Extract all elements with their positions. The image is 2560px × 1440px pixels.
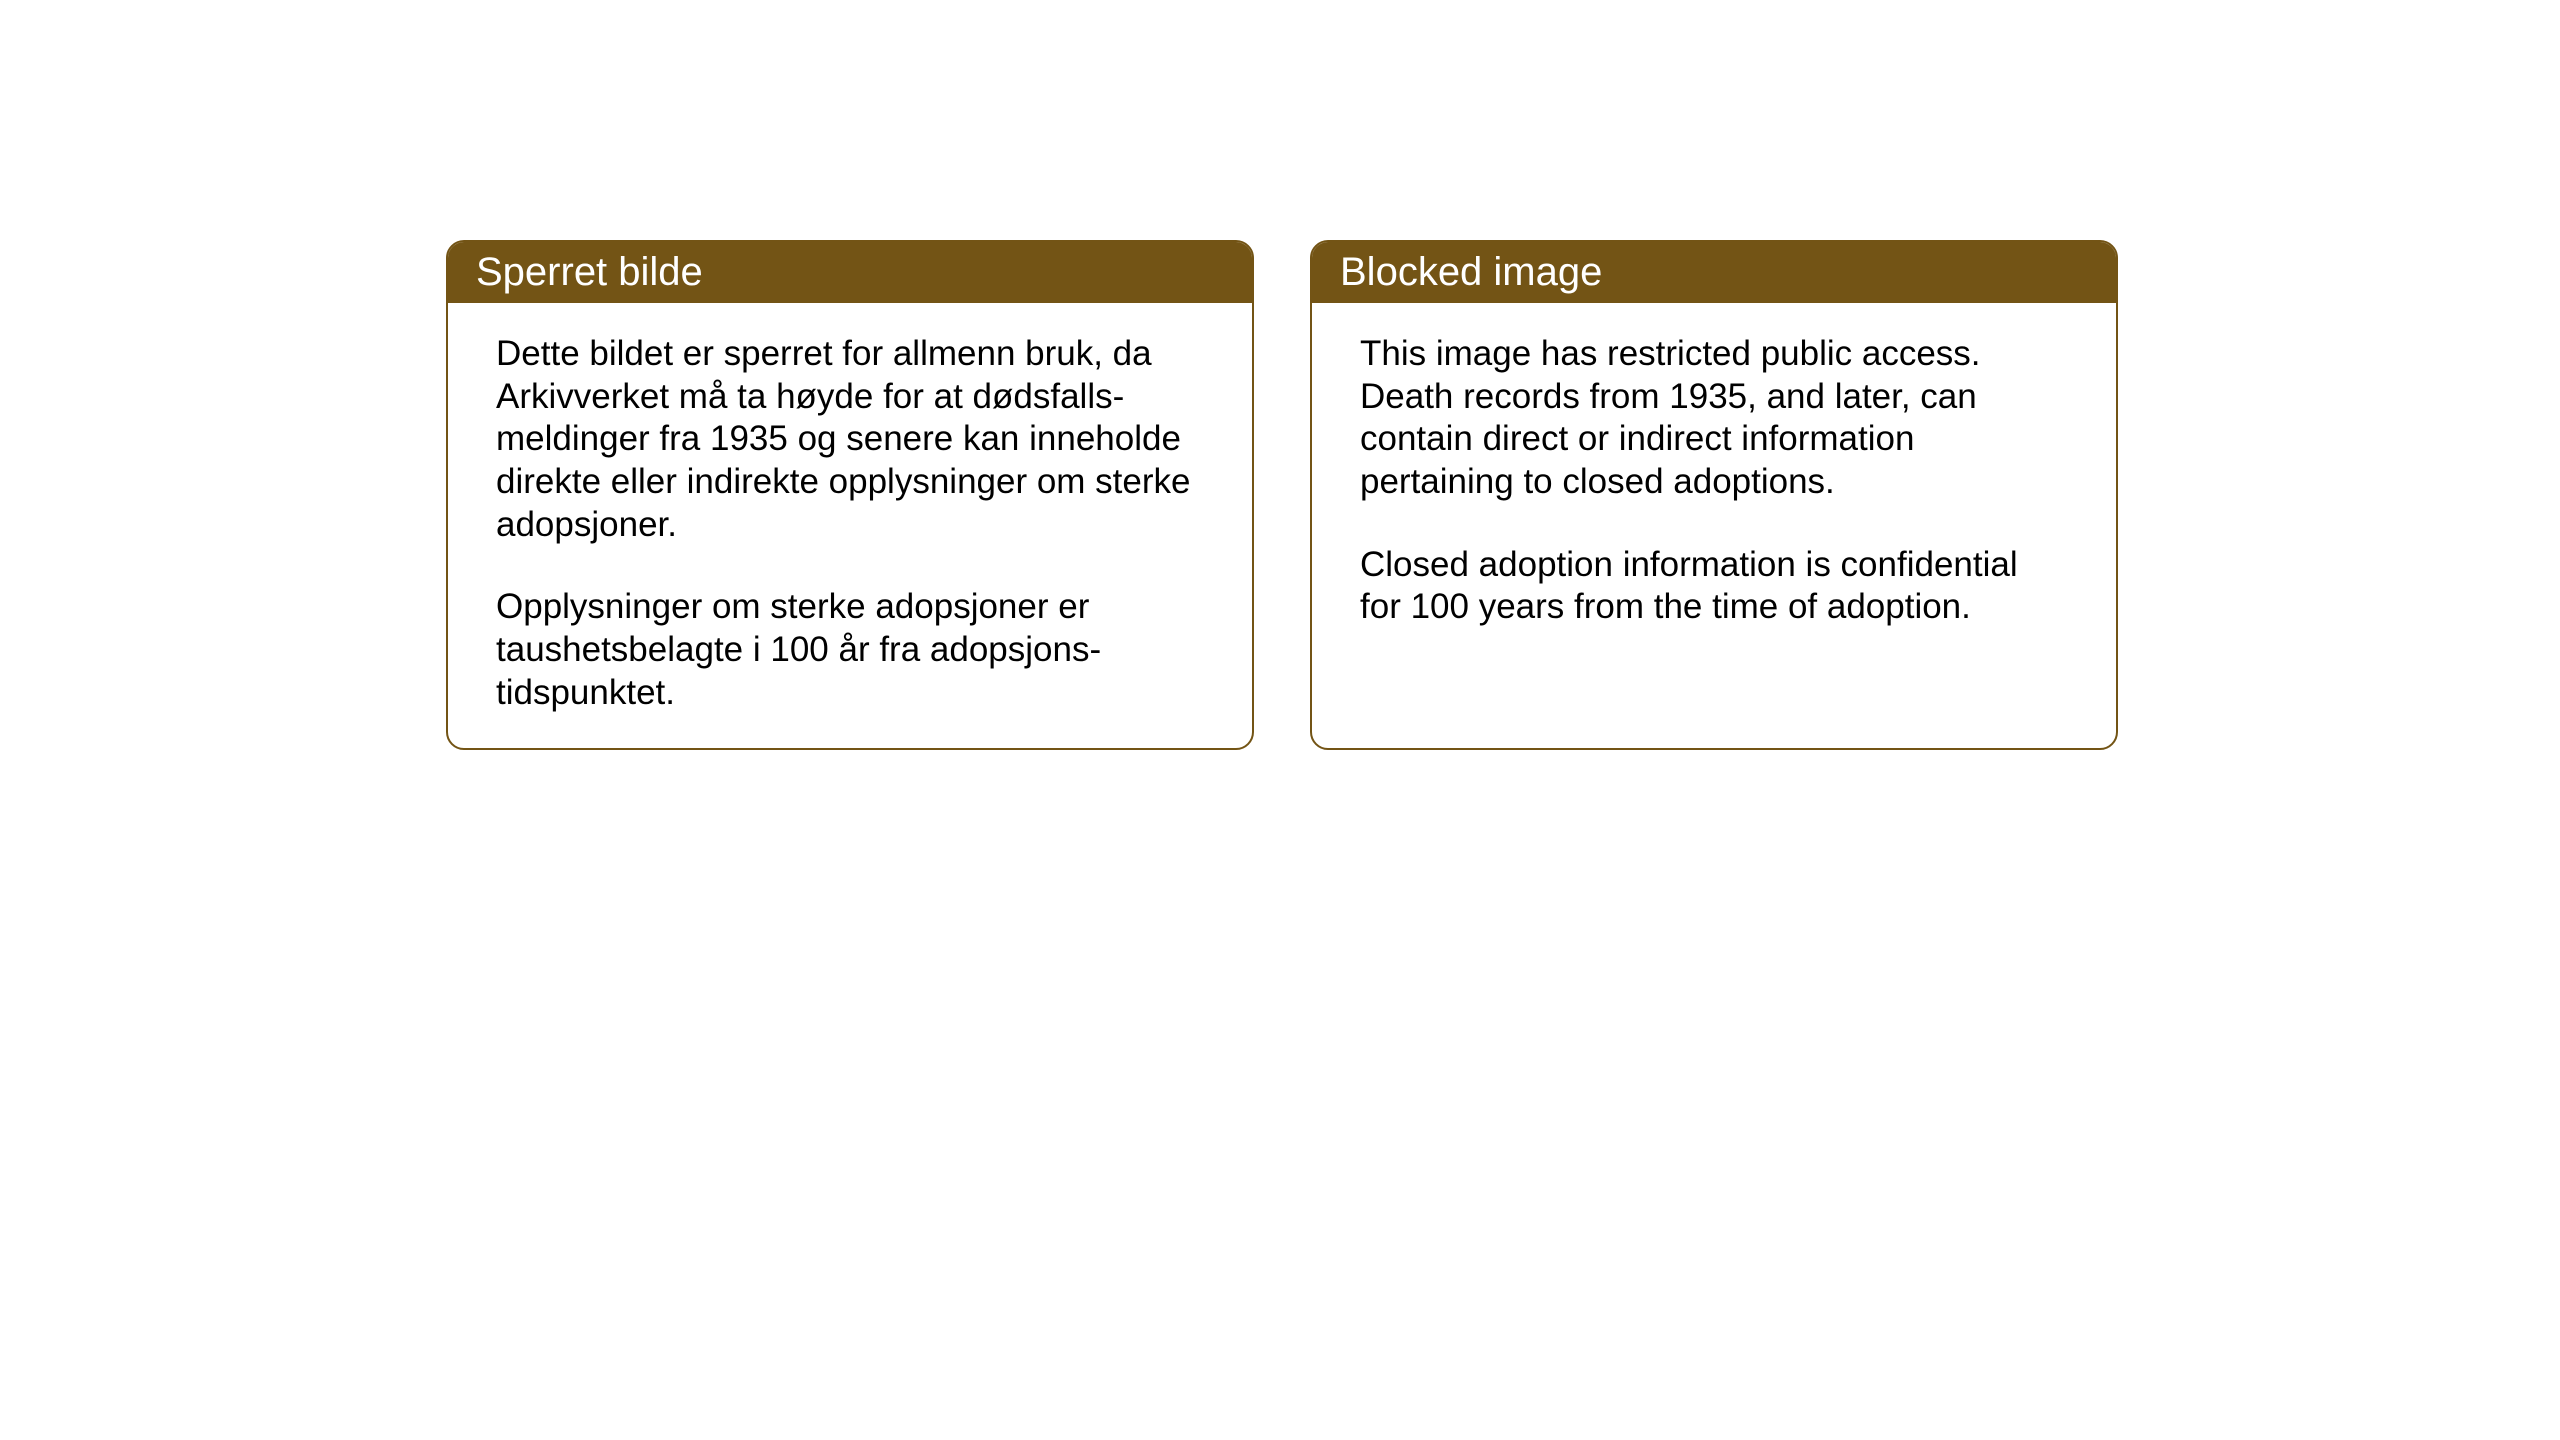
english-paragraph-1: This image has restricted public access.… xyxy=(1360,333,2068,504)
english-paragraph-2: Closed adoption information is confident… xyxy=(1360,544,2068,629)
norwegian-paragraph-1: Dette bildet er sperret for allmenn bruk… xyxy=(496,333,1204,546)
english-card-title: Blocked image xyxy=(1312,242,2116,303)
english-card-body: This image has restricted public access.… xyxy=(1312,303,2116,659)
english-notice-card: Blocked image This image has restricted … xyxy=(1310,240,2118,750)
norwegian-card-body: Dette bildet er sperret for allmenn bruk… xyxy=(448,303,1252,745)
norwegian-card-title: Sperret bilde xyxy=(448,242,1252,303)
norwegian-paragraph-2: Opplysninger om sterke adopsjoner er tau… xyxy=(496,586,1204,714)
norwegian-notice-card: Sperret bilde Dette bildet er sperret fo… xyxy=(446,240,1254,750)
cards-container: Sperret bilde Dette bildet er sperret fo… xyxy=(446,240,2118,750)
